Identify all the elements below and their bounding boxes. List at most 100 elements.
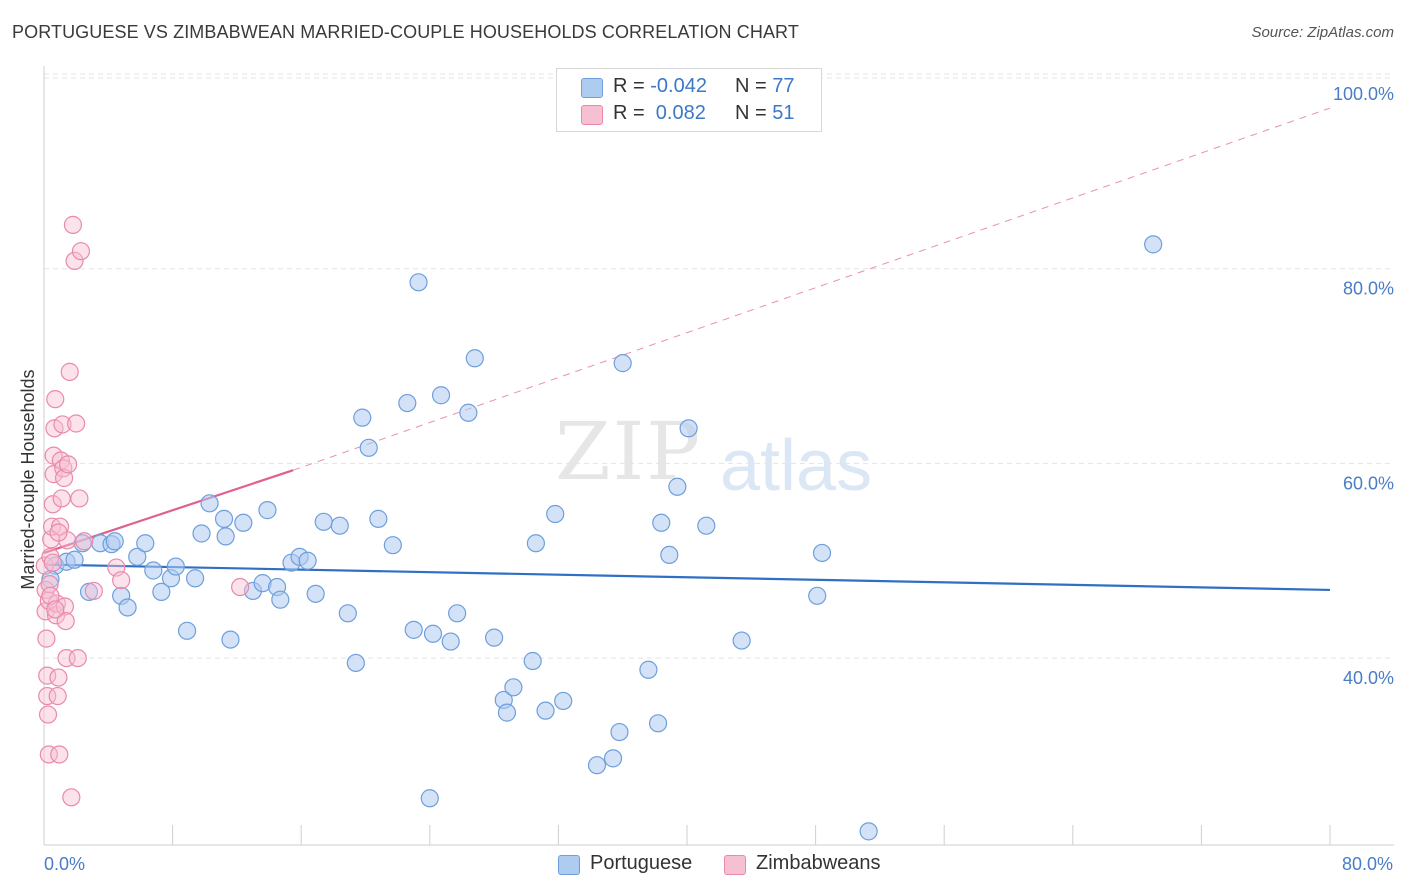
portuguese-point: [404, 620, 423, 639]
portuguese-point: [431, 386, 451, 405]
portuguese-point: [383, 536, 402, 555]
legend-r-zimbabweans: R = 0.082: [613, 102, 706, 125]
portuguese-point: [465, 349, 484, 368]
portuguese-point: [398, 393, 417, 413]
portuguese-point: [186, 569, 205, 588]
portuguese-point: [639, 660, 658, 679]
legend-swatch-zimbabweans: [581, 105, 603, 125]
legend-n-zimbabweans: N = 51: [735, 102, 795, 125]
zimbabwean-trend-extension: [292, 107, 1331, 471]
zimbabwean-point: [43, 495, 62, 514]
portuguese-point: [523, 651, 542, 671]
portuguese-point: [409, 273, 428, 292]
zimbabwean-point: [38, 666, 57, 685]
portuguese-point: [660, 545, 679, 565]
portuguese-point: [679, 419, 698, 438]
legend-n-value: 51: [772, 102, 795, 124]
zimbabwean-point: [49, 668, 68, 687]
legend-r-label: R =: [613, 75, 645, 97]
portuguese-point: [65, 550, 84, 569]
y-tick-label: 60.0%: [1343, 473, 1394, 493]
y-tick-label: 100.0%: [1333, 84, 1394, 104]
legend-r-label: R =: [613, 102, 645, 124]
portuguese-point: [166, 557, 185, 576]
portuguese-point: [369, 509, 388, 528]
bottom-swatch-portuguese: [558, 855, 580, 875]
zimbabwean-point: [38, 705, 58, 724]
zimbabwean-point: [54, 468, 74, 488]
chart-source: Source: ZipAtlas.com: [1251, 24, 1394, 41]
portuguese-point: [546, 504, 565, 524]
zimbabwean-point: [43, 553, 62, 572]
zimbabwean-point: [59, 455, 78, 474]
chart-title: PORTUGUESE VS ZIMBABWEAN MARRIED-COUPLE …: [12, 22, 799, 42]
watermark-atlas: atlas: [720, 426, 873, 506]
portuguese-point: [423, 624, 443, 643]
grid-lines: [44, 73, 1394, 659]
portuguese-point: [200, 494, 219, 513]
axis-labels: 40.0% 60.0% 80.0% 100.0% 0.0% 80.0% Married-co…: [18, 84, 1394, 874]
y-tick-label: 40.0%: [1343, 668, 1394, 688]
zimbabwean-point: [41, 586, 60, 605]
portuguese-point: [330, 516, 349, 535]
zimbabwean-point: [65, 251, 84, 271]
correlation-legend: R = -0.042 N = 77 R = 0.082 N = 51: [556, 68, 822, 132]
portuguese-point: [526, 534, 545, 553]
bottom-legend-label: Portuguese: [590, 852, 693, 874]
zimbabwean-points: [35, 215, 250, 807]
portuguese-trend-line: [48, 563, 1331, 592]
legend-row-zimbabweans: R = 0.082 N = 51: [557, 102, 821, 128]
portuguese-point: [152, 582, 171, 601]
portuguese-point: [536, 701, 555, 720]
zimbabwean-point: [68, 648, 87, 668]
zimbabwean-point: [63, 215, 83, 234]
portuguese-point: [613, 354, 632, 373]
zimbabwean-point: [38, 686, 57, 706]
bottom-swatch-zimbabweans: [724, 855, 746, 875]
zimbabwean-point: [84, 581, 103, 601]
zimbabwean-point: [46, 600, 65, 619]
bottom-legend-label: Zimbabweans: [756, 852, 881, 874]
zimbabwean-point: [37, 629, 56, 648]
portuguese-point: [668, 477, 687, 496]
zimbabwean-point: [52, 489, 71, 508]
portuguese-point: [732, 631, 751, 650]
portuguese-point: [697, 516, 716, 535]
portuguese-point: [485, 628, 504, 647]
portuguese-point: [214, 509, 234, 528]
portuguese-point: [441, 632, 460, 651]
legend-n-portuguese: N = 77: [735, 75, 795, 98]
portuguese-point: [459, 403, 478, 422]
y-tick-label: 80.0%: [1343, 279, 1394, 299]
portuguese-point: [234, 513, 253, 532]
portuguese-point: [105, 532, 124, 551]
portuguese-point: [118, 598, 137, 617]
portuguese-point: [298, 551, 317, 570]
zimbabwean-point: [67, 414, 86, 433]
legend-swatch-portuguese: [581, 78, 603, 98]
portuguese-point: [610, 722, 629, 742]
zimbabwean-point: [50, 745, 69, 764]
portuguese-point: [136, 534, 155, 553]
portuguese-point: [338, 604, 357, 623]
portuguese-point: [306, 584, 325, 603]
zimbabwean-point: [49, 523, 68, 542]
legend-r-value: 0.082: [650, 102, 706, 124]
portuguese-point: [808, 586, 827, 605]
portuguese-point: [258, 501, 277, 520]
portuguese-point: [144, 561, 163, 580]
portuguese-point: [648, 714, 668, 733]
portuguese-point: [652, 513, 671, 532]
portuguese-point: [448, 604, 467, 623]
x-tick-label-start: 0.0%: [44, 854, 85, 874]
y-axis-title: Married-couple Households: [18, 369, 38, 589]
zimbabwean-point: [56, 611, 75, 631]
portuguese-point: [587, 756, 607, 775]
legend-n-label: N =: [735, 75, 767, 97]
portuguese-point: [497, 703, 517, 722]
portuguese-points: [41, 235, 1163, 841]
zimbabwean-point: [53, 415, 72, 434]
portuguese-point: [504, 678, 523, 697]
portuguese-point: [420, 789, 439, 808]
